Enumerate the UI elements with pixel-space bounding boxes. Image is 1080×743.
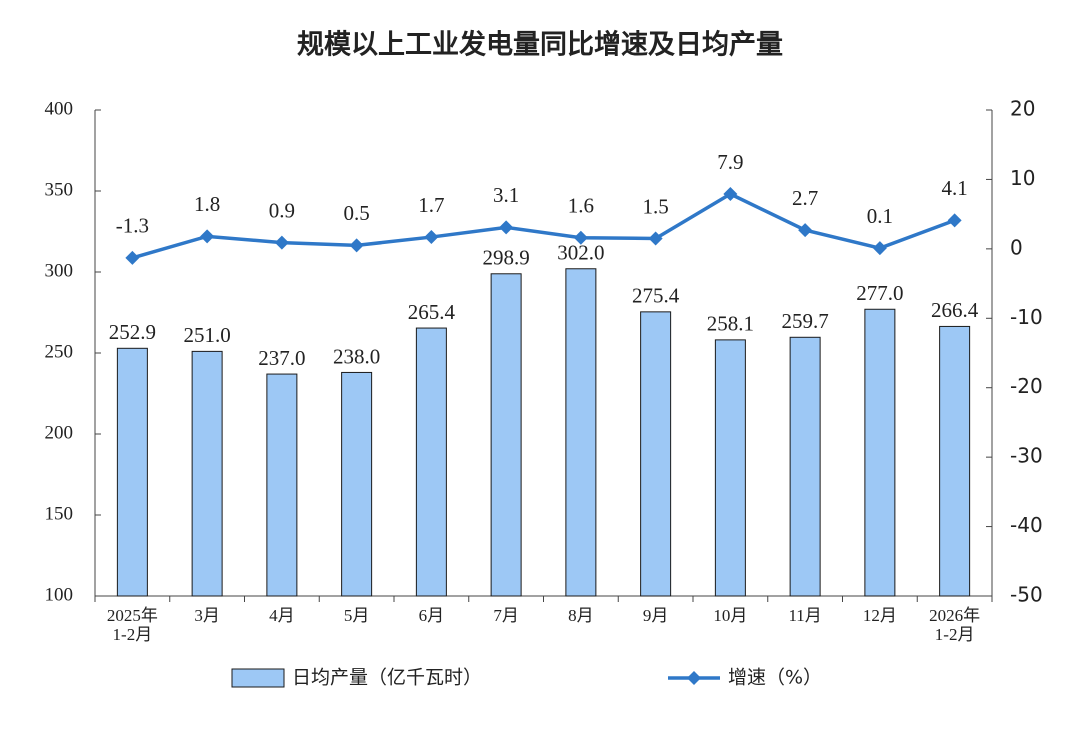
bar-value-label: 238.0 bbox=[333, 344, 380, 368]
line-marker bbox=[349, 238, 364, 253]
legend-label: 增速（%） bbox=[728, 667, 822, 689]
bar bbox=[789, 336, 821, 597]
line-value-label: 7.9 bbox=[717, 150, 743, 174]
line-marker bbox=[798, 223, 813, 238]
line-marker bbox=[723, 187, 738, 202]
bar bbox=[490, 273, 522, 597]
legend-label: 日均产量（亿千瓦时） bbox=[292, 667, 482, 689]
legend-swatch bbox=[231, 668, 285, 688]
bar-value-label: 258.1 bbox=[707, 312, 754, 336]
bar-value-label: 277.0 bbox=[856, 281, 903, 305]
x-tick-label: 11月 bbox=[788, 606, 822, 625]
line-marker bbox=[274, 235, 289, 250]
bar-value-label: 298.9 bbox=[483, 246, 530, 270]
line-value-label: 0.5 bbox=[344, 201, 370, 225]
bar bbox=[191, 350, 223, 597]
line-value-label: 2.7 bbox=[792, 186, 818, 210]
line-marker bbox=[872, 241, 887, 256]
bar-value-label: 252.9 bbox=[109, 320, 156, 344]
bar bbox=[415, 327, 447, 597]
y-tick-label: 400 bbox=[45, 98, 74, 119]
x-tick-label: 6月 bbox=[418, 606, 445, 625]
y-tick-label: 150 bbox=[45, 503, 74, 524]
line-marker bbox=[125, 250, 140, 265]
bar bbox=[116, 347, 148, 597]
line-value-label: 0.9 bbox=[269, 198, 295, 222]
x-tick-label: 7月 bbox=[493, 606, 519, 625]
y2-tick-label: -30 bbox=[1010, 444, 1043, 468]
x-tick-label: 5月 bbox=[343, 606, 370, 625]
bar bbox=[640, 311, 672, 597]
line-value-label: 1.8 bbox=[194, 192, 220, 216]
y2-tick-label: -40 bbox=[1010, 513, 1043, 537]
bar-value-label: 259.7 bbox=[782, 309, 829, 333]
y2-tick-label: -50 bbox=[1010, 583, 1043, 607]
y-tick-label: 100 bbox=[45, 584, 74, 605]
line-value-label: 1.7 bbox=[418, 193, 444, 217]
line bbox=[131, 192, 956, 260]
bar bbox=[939, 325, 971, 597]
x-tick-label: 9月 bbox=[642, 606, 669, 625]
y-tick-label: 200 bbox=[45, 422, 74, 443]
bar-value-label: 266.4 bbox=[931, 298, 979, 322]
line-value-label: 4.1 bbox=[942, 176, 968, 200]
y-tick-label: 300 bbox=[45, 260, 74, 281]
bar-value-label: 275.4 bbox=[632, 284, 680, 308]
line-marker bbox=[499, 220, 514, 235]
line-value-label: 0.1 bbox=[867, 204, 893, 228]
line-value-label: 1.6 bbox=[568, 194, 594, 218]
bar bbox=[565, 268, 597, 597]
y2-tick-label: 0 bbox=[1010, 235, 1023, 259]
legend-marker bbox=[687, 671, 701, 685]
y-tick-label: 350 bbox=[45, 179, 74, 200]
line-marker bbox=[424, 230, 439, 245]
bar bbox=[864, 308, 896, 597]
bar-value-label: 265.4 bbox=[408, 300, 456, 324]
y-tick-label: 250 bbox=[45, 341, 74, 362]
y2-tick-label: -20 bbox=[1010, 374, 1043, 398]
bar bbox=[341, 371, 373, 597]
bar-value-label: 237.0 bbox=[258, 346, 305, 370]
bar bbox=[266, 373, 298, 597]
x-tick-label: 2025年 1-2月 bbox=[106, 606, 158, 644]
line-value-label: 1.5 bbox=[643, 194, 669, 218]
x-tick-label: 12月 bbox=[862, 606, 897, 625]
x-tick-label: 8月 bbox=[568, 606, 594, 625]
line-value-label: 3.1 bbox=[493, 183, 519, 207]
y2-tick-label: 10 bbox=[1010, 166, 1035, 190]
line-marker bbox=[648, 231, 663, 246]
line-marker bbox=[200, 229, 215, 244]
line-value-label: -1.3 bbox=[116, 214, 149, 238]
chart-title: 规模以上工业发电量同比增速及日均产量 bbox=[297, 29, 783, 61]
bar-value-label: 251.0 bbox=[184, 323, 231, 347]
x-tick-label: 2026年 1-2月 bbox=[929, 606, 981, 644]
line-marker bbox=[947, 213, 962, 228]
x-tick-label: 4月 bbox=[269, 606, 295, 625]
x-tick-label: 3月 bbox=[194, 606, 220, 625]
y2-tick-label: -10 bbox=[1010, 305, 1043, 329]
bar bbox=[714, 339, 746, 597]
line-marker bbox=[573, 230, 588, 245]
y2-tick-label: 20 bbox=[1010, 97, 1035, 121]
x-tick-label: 10月 bbox=[713, 606, 748, 625]
